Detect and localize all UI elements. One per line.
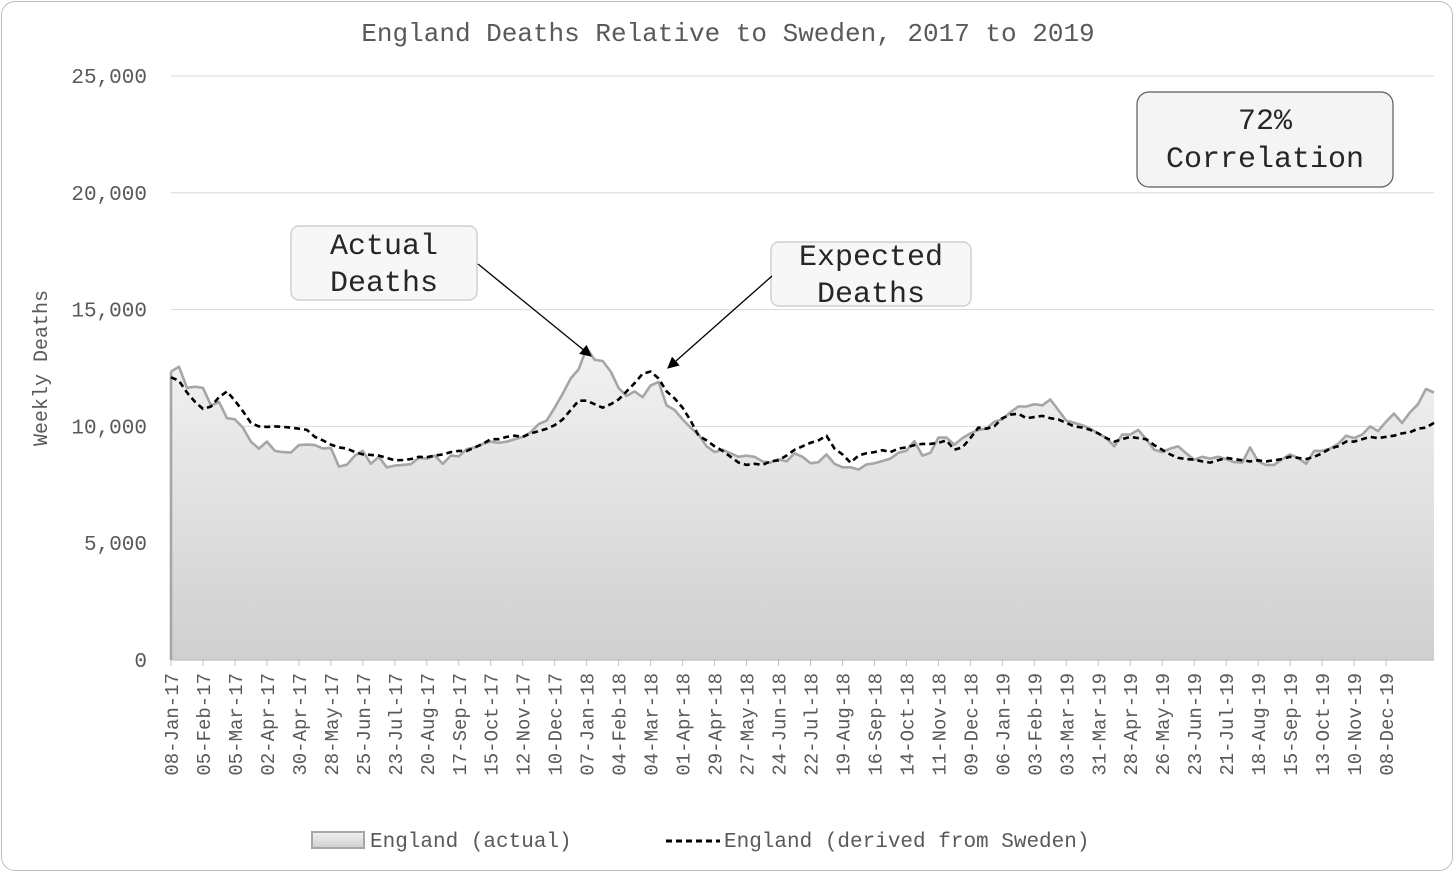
callout-actual-line-1: Actual (330, 230, 438, 264)
correlation-box: 72% Correlation (1136, 91, 1394, 188)
x-tick-label: 30-Apr-17 (290, 673, 312, 776)
y-tick-label: 5,000 (84, 534, 147, 557)
x-tick-label: 26-May-19 (1153, 673, 1175, 776)
x-tick-label: 16-Sep-18 (865, 673, 887, 776)
y-axis-ticks: 0 5,000 10,000 15,000 20,000 25,000 (71, 67, 147, 674)
x-tick-label: 31-Mar-19 (1089, 673, 1111, 776)
x-tick-label: 20-Aug-17 (418, 673, 440, 776)
callout-expected-box (770, 241, 972, 307)
callout-expected-deaths: Expected Deaths (667, 241, 972, 369)
legend: England (actual) England (derived from S… (311, 831, 1089, 854)
x-tick-label: 04-Mar-18 (642, 673, 664, 776)
x-tick-label: 22-Jul-18 (802, 673, 824, 776)
correlation-value: 72% (1238, 105, 1293, 139)
series-area-actual (171, 348, 1434, 660)
x-tick-label: 19-Aug-18 (834, 673, 856, 776)
x-tick-label: 28-May-17 (322, 673, 344, 776)
x-tick-label: 28-Apr-19 (1121, 673, 1143, 776)
x-tick-label: 24-Jun-18 (770, 673, 792, 776)
y-tick-label: 0 (134, 651, 147, 674)
callout-expected-arrow (667, 275, 773, 369)
callout-expected-line-1: Expected (799, 241, 943, 275)
y-tick-label: 10,000 (71, 417, 147, 440)
x-tick-label: 25-Jun-17 (354, 673, 376, 776)
x-tick-label: 06-Jan-19 (993, 673, 1015, 776)
x-tick-label: 14-Oct-18 (897, 673, 919, 776)
x-tick-label: 17-Sep-17 (450, 673, 472, 776)
legend-label-actual: England (actual) (370, 831, 572, 854)
x-tick-label: 05-Mar-17 (226, 673, 248, 776)
x-tick-label: 21-Jul-19 (1217, 673, 1239, 776)
x-tick-label: 04-Feb-18 (610, 673, 632, 776)
legend-item-actual: England (actual) (311, 831, 572, 854)
x-tick-label: 15-Oct-17 (482, 673, 504, 776)
callout-actual-line-2: Deaths (330, 267, 438, 301)
x-tick-label: 07-Jan-18 (578, 673, 600, 776)
x-tick-label: 12-Nov-17 (514, 673, 536, 776)
x-tick-label: 02-Apr-17 (258, 673, 280, 776)
x-tick-label: 05-Feb-17 (194, 673, 216, 776)
x-tick-label: 10-Dec-17 (546, 673, 568, 776)
x-tick-label: 11-Nov-18 (929, 673, 951, 776)
series-line-actual (170, 346, 1435, 471)
x-tick-label: 29-Apr-18 (706, 673, 728, 776)
correlation-box-frame (1136, 91, 1394, 188)
callout-expected-line-2: Deaths (817, 278, 925, 312)
x-tick-label: 13-Oct-19 (1313, 673, 1335, 776)
y-tick-label: 20,000 (71, 184, 147, 207)
series-layer (169, 346, 1435, 660)
x-tick-label: 03-Feb-19 (1025, 673, 1047, 776)
x-tick-label: 15-Sep-19 (1281, 673, 1303, 776)
x-tick-label: 27-May-18 (738, 673, 760, 776)
x-tick-label: 01-Apr-18 (674, 673, 696, 776)
x-tick-label: 08-Jan-17 (162, 673, 184, 776)
x-axis-ticks: 08-Jan-17 05-Feb-17 05-Mar-17 02-Apr-17 30-A… (162, 660, 1399, 776)
x-tick-label: 10-Nov-19 (1345, 673, 1367, 776)
legend-swatch-actual (311, 831, 365, 849)
chart-title: England Deaths Relative to Sweden, 2017 … (361, 19, 1094, 49)
correlation-label: Correlation (1166, 143, 1364, 177)
x-tick-label: 18-Aug-19 (1249, 673, 1271, 776)
y-tick-label: 25,000 (71, 67, 147, 90)
callout-actual-arrow (477, 263, 592, 357)
x-tick-label: 03-Mar-19 (1057, 673, 1079, 776)
legend-label-derived: England (derived from Sweden) (724, 831, 1089, 854)
series-line-derived (170, 370, 1435, 467)
x-tick-label: 09-Dec-18 (961, 673, 983, 776)
y-tick-label: 15,000 (71, 301, 147, 324)
x-tick-label: 23-Jun-19 (1185, 673, 1207, 776)
callout-actual-box (290, 225, 478, 301)
x-tick-label: 08-Dec-19 (1377, 673, 1399, 776)
callout-actual-deaths: Actual Deaths (290, 225, 592, 357)
x-tick-label: 23-Jul-17 (386, 673, 408, 776)
y-axis-label: Weekly Deaths (31, 290, 54, 446)
legend-item-derived: England (derived from Sweden) (666, 831, 1089, 854)
